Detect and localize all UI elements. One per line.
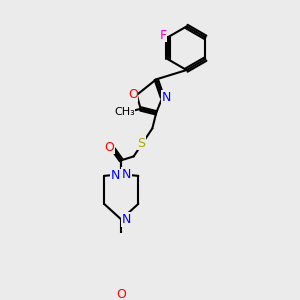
Text: N: N — [162, 91, 171, 104]
Text: O: O — [128, 88, 138, 101]
Text: F: F — [160, 28, 167, 41]
Text: S: S — [137, 137, 146, 150]
Text: O: O — [116, 288, 126, 300]
Text: N: N — [122, 168, 131, 181]
Text: N: N — [122, 213, 131, 226]
Text: N: N — [111, 169, 120, 182]
Text: O: O — [105, 141, 115, 154]
Text: CH₃: CH₃ — [114, 107, 135, 117]
